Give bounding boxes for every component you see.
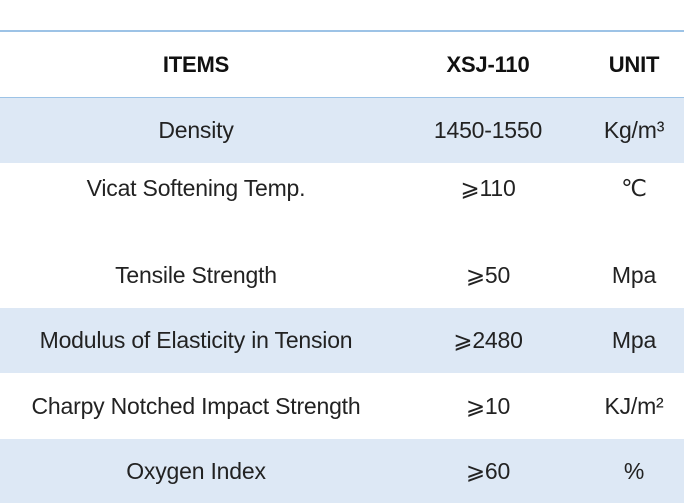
header-unit: UNIT [608, 51, 660, 77]
item-cell: Modulus of Elasticity in Tension [39, 327, 353, 353]
table-row: Density 1450-1550 Kg/m³ [0, 98, 684, 163]
header-product: XSJ-110 [446, 51, 530, 77]
table-header-row: ITEMS XSJ-110 UNIT [0, 32, 684, 98]
value-cell: ⩾110 [460, 175, 516, 201]
table-row: Vicat Softening Temp. ⩾110 ℃ [0, 163, 684, 243]
table-row: Charpy Notched Impact Strength ⩾10 KJ/m² [0, 373, 684, 439]
item-cell: Charpy Notched Impact Strength [31, 392, 361, 419]
table-row: Oxygen Index ⩾60 % [0, 439, 684, 503]
properties-table: ITEMS XSJ-110 UNIT Density 1450-1550 Kg/… [0, 30, 684, 503]
unit-cell: Kg/m³ [603, 117, 665, 143]
value-cell: ⩾60 [465, 457, 511, 484]
value-cell: ⩾50 [465, 262, 511, 288]
value-cell: ⩾2480 [453, 327, 523, 353]
unit-cell: Mpa [611, 327, 657, 353]
item-cell: Vicat Softening Temp. [86, 175, 306, 201]
item-cell: Density [158, 117, 234, 143]
unit-cell: Mpa [611, 262, 657, 288]
value-cell: ⩾10 [465, 392, 511, 419]
item-cell: Tensile Strength [115, 262, 277, 288]
table-row: Modulus of Elasticity in Tension ⩾2480 M… [0, 308, 684, 373]
table-row: Tensile Strength ⩾50 Mpa [0, 243, 684, 308]
unit-cell: ℃ [621, 175, 647, 201]
unit-cell: % [623, 457, 645, 484]
value-cell: 1450-1550 [433, 117, 543, 143]
header-items: ITEMS [162, 51, 230, 77]
unit-cell: KJ/m² [604, 392, 664, 419]
item-cell: Oxygen Index [126, 457, 266, 484]
